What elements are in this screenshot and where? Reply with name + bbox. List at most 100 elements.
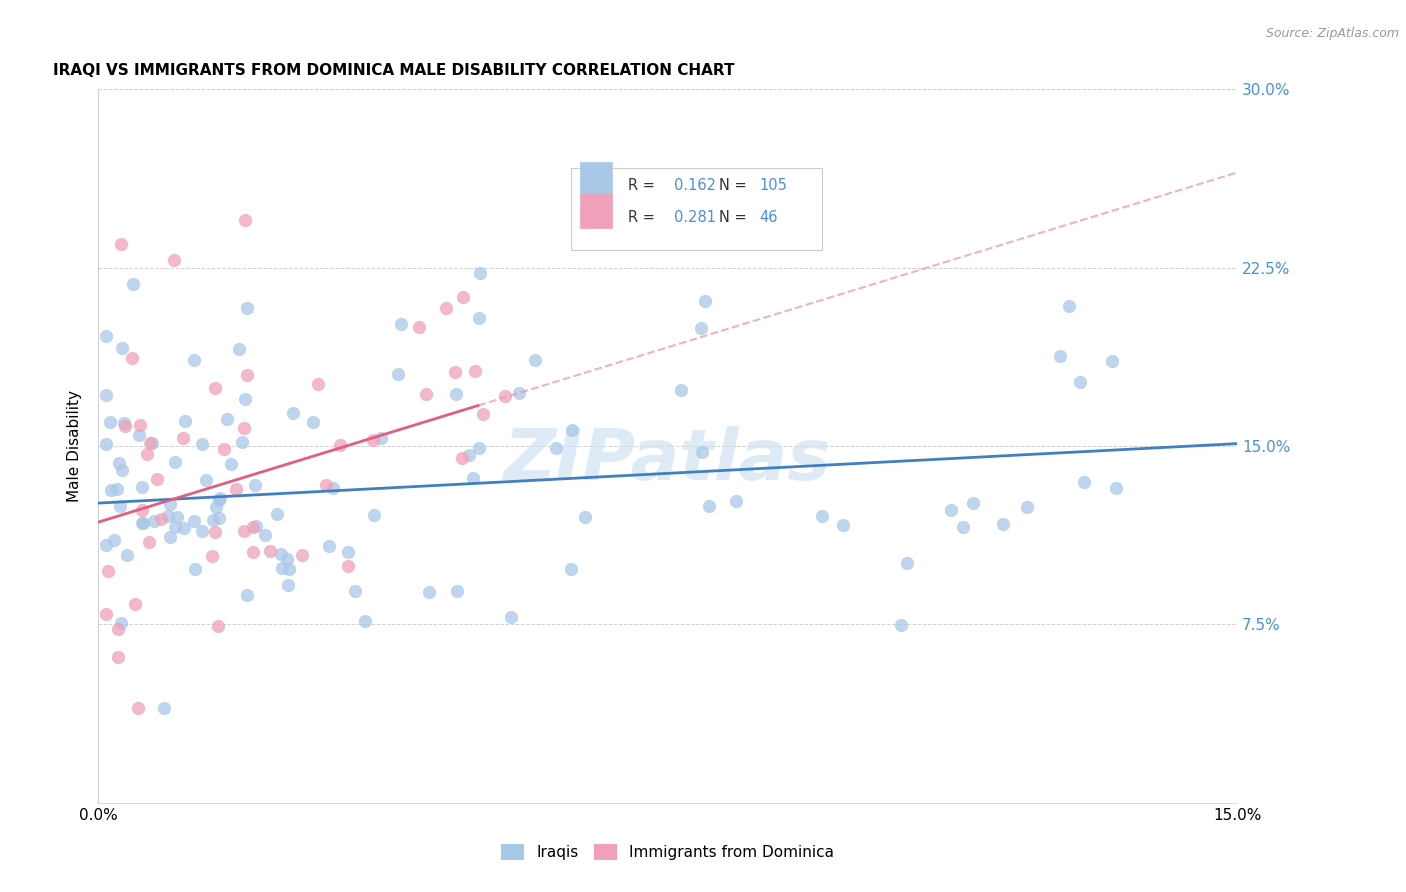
Point bbox=[499, 609, 522, 624]
Text: R =: R = bbox=[628, 211, 659, 225]
Point bbox=[446, 584, 468, 599]
Point bbox=[699, 499, 721, 513]
Point bbox=[173, 521, 195, 535]
Point bbox=[270, 548, 292, 562]
Point bbox=[212, 442, 235, 456]
Point bbox=[408, 319, 430, 334]
Point bbox=[233, 392, 256, 406]
Text: 0.162: 0.162 bbox=[673, 178, 716, 193]
Point bbox=[434, 301, 457, 316]
Y-axis label: Male Disability: Male Disability bbox=[67, 390, 83, 502]
Point bbox=[890, 618, 912, 632]
Point bbox=[322, 481, 344, 495]
Point bbox=[302, 415, 325, 429]
Point bbox=[560, 562, 582, 576]
Point bbox=[387, 367, 409, 381]
Point bbox=[172, 431, 194, 445]
Point bbox=[108, 499, 131, 513]
Point bbox=[107, 649, 129, 664]
Point bbox=[204, 381, 226, 395]
Point bbox=[693, 293, 716, 308]
Point bbox=[354, 614, 377, 628]
Point bbox=[472, 407, 495, 421]
Point bbox=[671, 384, 693, 398]
Point bbox=[952, 520, 974, 534]
Point bbox=[236, 301, 259, 315]
Point bbox=[166, 510, 188, 524]
Text: 46: 46 bbox=[759, 211, 778, 225]
Point bbox=[132, 516, 155, 530]
Point bbox=[121, 351, 143, 366]
Point bbox=[157, 508, 180, 523]
Point bbox=[142, 514, 165, 528]
Point bbox=[361, 433, 384, 447]
Point bbox=[344, 584, 367, 599]
Point bbox=[225, 482, 247, 496]
Point bbox=[131, 516, 153, 530]
Point bbox=[145, 472, 167, 486]
Point bbox=[108, 456, 131, 470]
Point bbox=[94, 437, 117, 451]
Point bbox=[138, 534, 160, 549]
Point bbox=[271, 561, 294, 575]
FancyBboxPatch shape bbox=[581, 194, 612, 228]
Point bbox=[204, 500, 226, 515]
Point bbox=[131, 480, 153, 494]
Point bbox=[1049, 349, 1071, 363]
Point bbox=[233, 421, 256, 435]
Point bbox=[190, 437, 212, 451]
Point bbox=[1073, 475, 1095, 490]
Point bbox=[98, 416, 121, 430]
Point bbox=[209, 491, 232, 506]
Point bbox=[183, 514, 205, 528]
Point bbox=[370, 431, 392, 445]
Point bbox=[100, 483, 122, 498]
Point bbox=[165, 519, 187, 533]
Point bbox=[291, 548, 314, 562]
Point bbox=[939, 503, 962, 517]
Point bbox=[149, 512, 172, 526]
Point bbox=[128, 427, 150, 442]
FancyBboxPatch shape bbox=[581, 162, 612, 196]
Point bbox=[443, 365, 465, 379]
Point bbox=[451, 451, 474, 466]
Point bbox=[114, 419, 136, 434]
Point bbox=[173, 414, 195, 428]
Point bbox=[329, 438, 352, 452]
Point bbox=[467, 441, 489, 455]
Point bbox=[159, 497, 181, 511]
Point bbox=[94, 607, 117, 622]
Point bbox=[201, 513, 224, 527]
Point bbox=[236, 588, 259, 602]
Point bbox=[690, 321, 713, 335]
Point bbox=[245, 478, 267, 492]
Point bbox=[276, 551, 298, 566]
Point bbox=[389, 317, 412, 331]
Text: N =: N = bbox=[718, 211, 751, 225]
Point bbox=[561, 424, 583, 438]
Point bbox=[470, 266, 492, 280]
Point bbox=[508, 386, 530, 401]
Point bbox=[124, 597, 146, 611]
Point bbox=[1105, 481, 1128, 495]
Text: 105: 105 bbox=[759, 178, 787, 193]
Point bbox=[208, 511, 231, 525]
Point bbox=[127, 700, 149, 714]
Point bbox=[163, 454, 186, 468]
Point bbox=[337, 559, 360, 574]
FancyBboxPatch shape bbox=[571, 168, 821, 250]
Point bbox=[159, 530, 181, 544]
Point bbox=[217, 412, 239, 426]
Point bbox=[201, 549, 224, 564]
Point bbox=[896, 557, 918, 571]
Point bbox=[110, 462, 132, 476]
Point bbox=[190, 524, 212, 539]
Point bbox=[524, 353, 547, 368]
Point bbox=[115, 548, 138, 562]
Point bbox=[266, 507, 288, 521]
Point bbox=[464, 364, 486, 378]
Text: N =: N = bbox=[718, 178, 751, 193]
Legend: Iraqis, Immigrants from Dominica: Iraqis, Immigrants from Dominica bbox=[495, 838, 841, 866]
Point bbox=[207, 619, 229, 633]
Point bbox=[110, 236, 132, 251]
